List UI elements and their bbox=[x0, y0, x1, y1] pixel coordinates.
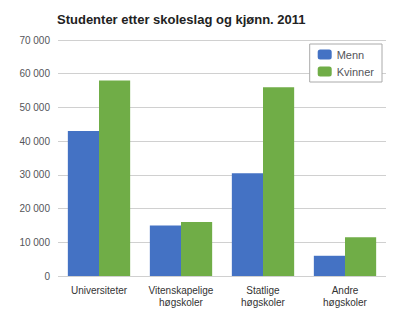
svg-text:Universiteter: Universiteter bbox=[71, 285, 128, 296]
svg-text:40 000: 40 000 bbox=[19, 136, 50, 147]
svg-text:Vitenskapelige: Vitenskapelige bbox=[149, 285, 214, 296]
svg-text:Menn: Menn bbox=[337, 49, 365, 61]
svg-text:20 000: 20 000 bbox=[19, 203, 50, 214]
svg-text:Kvinner: Kvinner bbox=[337, 66, 375, 78]
svg-text:70 000: 70 000 bbox=[19, 35, 50, 46]
svg-text:30 000: 30 000 bbox=[19, 169, 50, 180]
svg-text:høgskoler: høgskoler bbox=[159, 297, 204, 308]
svg-text:0: 0 bbox=[44, 271, 50, 282]
svg-text:høgskoler: høgskoler bbox=[323, 297, 368, 308]
svg-text:Andre: Andre bbox=[332, 285, 359, 296]
svg-text:Studenter etter skoleslag og k: Studenter etter skoleslag og kjønn. 2011 bbox=[57, 12, 306, 27]
svg-text:60 000: 60 000 bbox=[19, 68, 50, 79]
svg-text:10 000: 10 000 bbox=[19, 237, 50, 248]
svg-text:høgskoler: høgskoler bbox=[241, 297, 286, 308]
svg-text:50 000: 50 000 bbox=[19, 102, 50, 113]
svg-text:Statlige: Statlige bbox=[246, 285, 280, 296]
